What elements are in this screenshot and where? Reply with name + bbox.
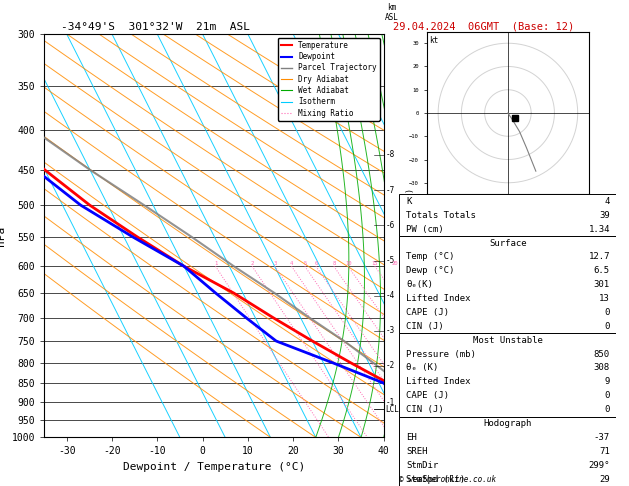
- Text: StmDir: StmDir: [406, 461, 438, 469]
- Text: θₑ(K): θₑ(K): [406, 280, 433, 289]
- Text: 0: 0: [604, 322, 610, 331]
- Text: 0: 0: [604, 391, 610, 400]
- Text: 71: 71: [599, 447, 610, 456]
- Text: 299°: 299°: [588, 461, 610, 469]
- Text: θₑ (K): θₑ (K): [406, 364, 438, 372]
- Text: K: K: [406, 197, 411, 206]
- Bar: [399, 333, 616, 417]
- Text: Pressure (mb): Pressure (mb): [406, 349, 476, 359]
- Text: -37: -37: [594, 433, 610, 442]
- Text: PW (cm): PW (cm): [406, 225, 443, 234]
- Text: 0: 0: [604, 308, 610, 317]
- Bar: [399, 236, 616, 333]
- Text: 10: 10: [345, 261, 352, 266]
- Text: km
ASL: km ASL: [385, 2, 399, 22]
- Text: SREH: SREH: [406, 447, 428, 456]
- Text: 13: 13: [599, 294, 610, 303]
- Text: -34°49'S  301°32'W  21m  ASL: -34°49'S 301°32'W 21m ASL: [61, 22, 250, 32]
- Text: LCL: LCL: [386, 405, 399, 414]
- Text: CIN (J): CIN (J): [406, 405, 443, 414]
- Text: Temp (°C): Temp (°C): [406, 252, 454, 261]
- Text: 4: 4: [290, 261, 293, 266]
- Text: 6.5: 6.5: [594, 266, 610, 275]
- Text: Surface: Surface: [489, 239, 526, 247]
- Text: 2: 2: [250, 261, 253, 266]
- Text: kt: kt: [429, 36, 438, 45]
- Text: -3: -3: [386, 326, 394, 335]
- Text: StmSpd (kt): StmSpd (kt): [406, 474, 465, 484]
- Text: -6: -6: [386, 221, 394, 230]
- Text: -4: -4: [386, 291, 394, 300]
- Text: Lifted Index: Lifted Index: [406, 377, 470, 386]
- Text: © weatheronline.co.uk: © weatheronline.co.uk: [399, 474, 496, 484]
- Text: -1: -1: [386, 398, 394, 407]
- Text: 9: 9: [604, 377, 610, 386]
- Text: 12.7: 12.7: [588, 252, 610, 261]
- Text: 308: 308: [594, 364, 610, 372]
- Bar: [399, 194, 616, 236]
- Text: CAPE (J): CAPE (J): [406, 308, 449, 317]
- Text: Dewp (°C): Dewp (°C): [406, 266, 454, 275]
- Text: 29.04.2024  06GMT  (Base: 12): 29.04.2024 06GMT (Base: 12): [393, 22, 574, 32]
- Text: CIN (J): CIN (J): [406, 322, 443, 331]
- Text: 5: 5: [303, 261, 306, 266]
- Text: Lifted Index: Lifted Index: [406, 294, 470, 303]
- Text: 1: 1: [214, 261, 217, 266]
- Text: 15: 15: [372, 261, 378, 266]
- Text: 3: 3: [273, 261, 277, 266]
- X-axis label: Dewpoint / Temperature (°C): Dewpoint / Temperature (°C): [123, 462, 305, 472]
- Text: Hodograph: Hodograph: [484, 419, 532, 428]
- Text: Most Unstable: Most Unstable: [473, 336, 543, 345]
- Text: Totals Totals: Totals Totals: [406, 211, 476, 220]
- Text: Mixing Ratio (g/kg): Mixing Ratio (g/kg): [406, 188, 415, 283]
- Text: 25: 25: [406, 261, 413, 266]
- Text: EH: EH: [406, 433, 416, 442]
- Text: 8: 8: [332, 261, 335, 266]
- Text: CAPE (J): CAPE (J): [406, 391, 449, 400]
- Text: -5: -5: [386, 256, 394, 265]
- Text: -7: -7: [386, 186, 394, 194]
- Legend: Temperature, Dewpoint, Parcel Trajectory, Dry Adiabat, Wet Adiabat, Isotherm, Mi: Temperature, Dewpoint, Parcel Trajectory…: [277, 38, 380, 121]
- Text: -2: -2: [386, 362, 394, 370]
- Text: 39: 39: [599, 211, 610, 220]
- Bar: [399, 417, 616, 486]
- Text: 20: 20: [391, 261, 398, 266]
- Text: 0: 0: [604, 405, 610, 414]
- Text: 4: 4: [604, 197, 610, 206]
- Text: -8: -8: [386, 150, 394, 159]
- Y-axis label: hPa: hPa: [0, 226, 6, 246]
- Text: 301: 301: [594, 280, 610, 289]
- Text: 1.34: 1.34: [588, 225, 610, 234]
- Text: 29: 29: [599, 474, 610, 484]
- Text: 850: 850: [594, 349, 610, 359]
- Text: 6: 6: [314, 261, 318, 266]
